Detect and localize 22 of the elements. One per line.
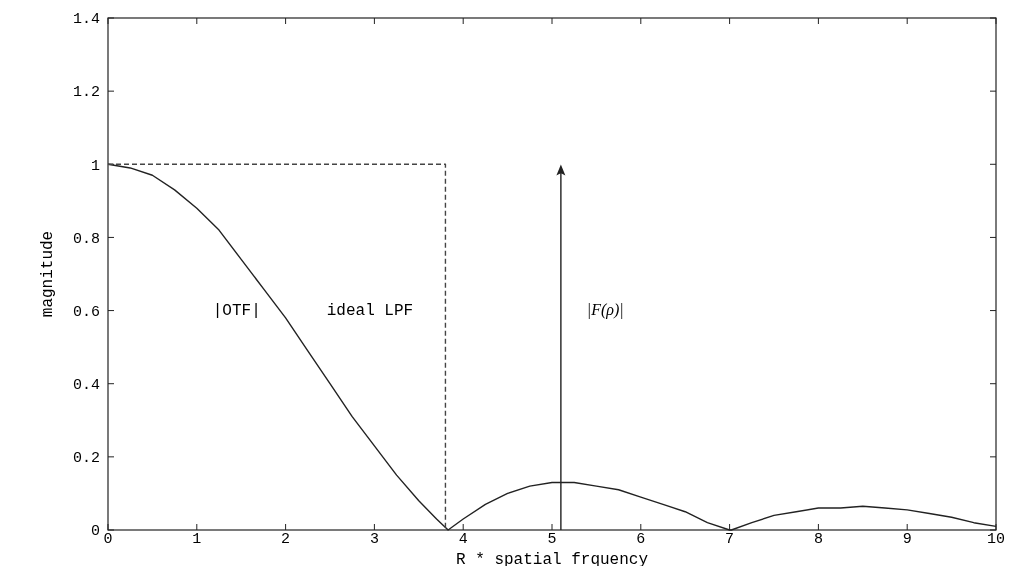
x-tick-label: 5	[547, 531, 557, 548]
x-tick-label: 7	[725, 531, 735, 548]
y-tick-label: 0.2	[72, 450, 100, 468]
x-tick-label: 10	[986, 531, 1006, 548]
y-axis-title: magnitude	[39, 230, 57, 318]
annotation: ideal LPF	[326, 302, 414, 321]
x-tick-label: 0	[103, 531, 113, 548]
y-tick-label: 1.4	[72, 11, 100, 29]
annotation: |F(ρ)|	[586, 301, 624, 320]
y-tick-label: 0.8	[72, 230, 100, 248]
y-tick-label: 1.2	[72, 84, 100, 102]
annotation: |OTF|	[212, 302, 261, 321]
x-tick-label: 1	[192, 531, 202, 548]
y-tick-label: 0.6	[72, 303, 100, 321]
y-tick-label: 1	[90, 157, 100, 175]
x-tick-label: 2	[281, 531, 291, 548]
x-tick-label: 9	[902, 531, 912, 548]
x-tick-label: 6	[636, 531, 646, 548]
x-tick-label: 8	[813, 531, 823, 548]
x-tick-label: 4	[458, 531, 468, 548]
y-tick-label: 0.4	[72, 376, 100, 394]
x-tick-label: 3	[369, 531, 379, 548]
